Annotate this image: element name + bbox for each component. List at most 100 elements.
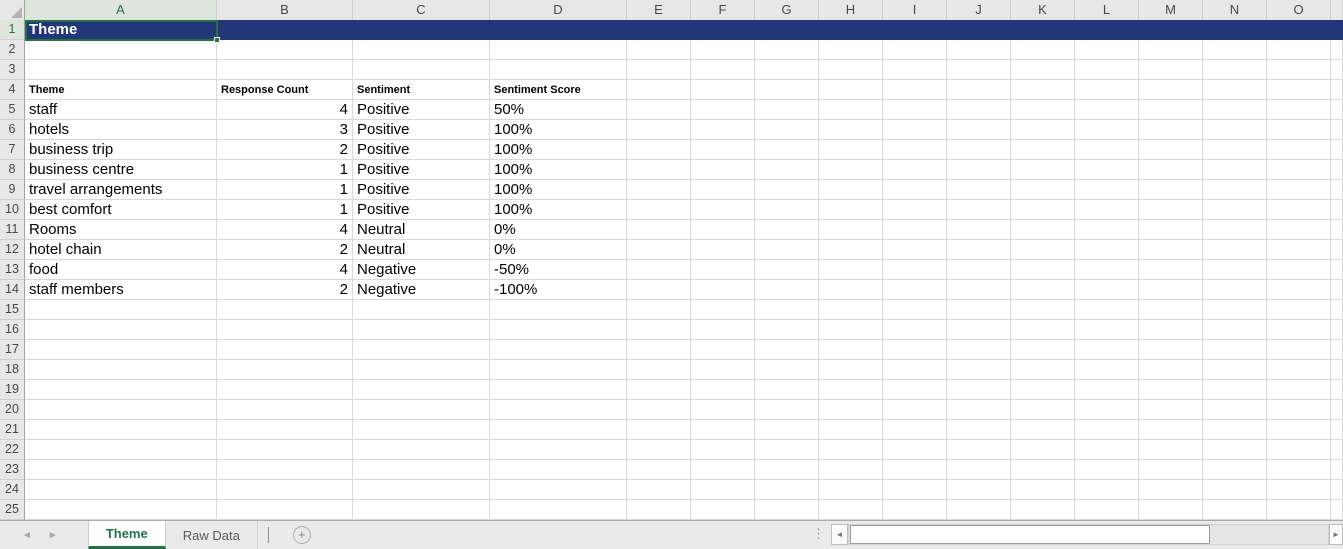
cell-E24[interactable] — [627, 480, 691, 500]
cell-F23[interactable] — [691, 460, 755, 480]
cell-K12[interactable] — [1011, 240, 1075, 260]
cell-L19[interactable] — [1075, 380, 1139, 400]
cell-C10[interactable]: Positive — [353, 200, 490, 220]
cell-C2[interactable] — [353, 40, 490, 60]
cell-O12[interactable] — [1267, 240, 1331, 260]
cell-P8[interactable] — [1331, 160, 1343, 180]
cell-D19[interactable] — [490, 380, 627, 400]
cell-P4[interactable] — [1331, 80, 1343, 100]
row-header-25[interactable]: 25 — [0, 500, 25, 520]
cell-J15[interactable] — [947, 300, 1011, 320]
cell-M24[interactable] — [1139, 480, 1203, 500]
cell-M1[interactable] — [1139, 20, 1203, 40]
cell-B11[interactable]: 4 — [217, 220, 353, 240]
cell-A11[interactable]: Rooms — [25, 220, 217, 240]
column-header-O[interactable]: O — [1267, 0, 1331, 20]
cell-E13[interactable] — [627, 260, 691, 280]
cell-F19[interactable] — [691, 380, 755, 400]
cell-M4[interactable] — [1139, 80, 1203, 100]
cell-G10[interactable] — [755, 200, 819, 220]
cell-J14[interactable] — [947, 280, 1011, 300]
cell-K1[interactable] — [1011, 20, 1075, 40]
cell-C4[interactable]: Sentiment — [353, 80, 490, 100]
cell-G20[interactable] — [755, 400, 819, 420]
cell-G14[interactable] — [755, 280, 819, 300]
cell-E4[interactable] — [627, 80, 691, 100]
cell-I23[interactable] — [883, 460, 947, 480]
cell-N12[interactable] — [1203, 240, 1267, 260]
cell-B6[interactable]: 3 — [217, 120, 353, 140]
cell-E1[interactable] — [627, 20, 691, 40]
cell-E8[interactable] — [627, 160, 691, 180]
cell-F2[interactable] — [691, 40, 755, 60]
cell-H14[interactable] — [819, 280, 883, 300]
cell-N9[interactable] — [1203, 180, 1267, 200]
cell-J6[interactable] — [947, 120, 1011, 140]
cell-G17[interactable] — [755, 340, 819, 360]
cell-A22[interactable] — [25, 440, 217, 460]
cell-B12[interactable]: 2 — [217, 240, 353, 260]
cell-M13[interactable] — [1139, 260, 1203, 280]
cell-J4[interactable] — [947, 80, 1011, 100]
cell-J16[interactable] — [947, 320, 1011, 340]
row-header-24[interactable]: 24 — [0, 480, 25, 500]
cell-F5[interactable] — [691, 100, 755, 120]
column-header-E[interactable]: E — [627, 0, 691, 20]
cell-J7[interactable] — [947, 140, 1011, 160]
cell-F17[interactable] — [691, 340, 755, 360]
cell-L15[interactable] — [1075, 300, 1139, 320]
cell-C12[interactable]: Neutral — [353, 240, 490, 260]
cell-G25[interactable] — [755, 500, 819, 520]
cell-L1[interactable] — [1075, 20, 1139, 40]
cell-J9[interactable] — [947, 180, 1011, 200]
cell-I16[interactable] — [883, 320, 947, 340]
cell-N15[interactable] — [1203, 300, 1267, 320]
cell-I10[interactable] — [883, 200, 947, 220]
cell-H18[interactable] — [819, 360, 883, 380]
cell-M14[interactable] — [1139, 280, 1203, 300]
cell-K21[interactable] — [1011, 420, 1075, 440]
cell-B25[interactable] — [217, 500, 353, 520]
cell-P17[interactable] — [1331, 340, 1343, 360]
cell-I24[interactable] — [883, 480, 947, 500]
cell-M19[interactable] — [1139, 380, 1203, 400]
cell-H11[interactable] — [819, 220, 883, 240]
cell-L7[interactable] — [1075, 140, 1139, 160]
row-header-5[interactable]: 5 — [0, 100, 25, 120]
cell-C13[interactable]: Negative — [353, 260, 490, 280]
row-header-19[interactable]: 19 — [0, 380, 25, 400]
row-header-3[interactable]: 3 — [0, 60, 25, 80]
cell-D10[interactable]: 100% — [490, 200, 627, 220]
cell-H16[interactable] — [819, 320, 883, 340]
cell-P11[interactable] — [1331, 220, 1343, 240]
cell-D7[interactable]: 100% — [490, 140, 627, 160]
cell-G12[interactable] — [755, 240, 819, 260]
cell-N19[interactable] — [1203, 380, 1267, 400]
cell-N20[interactable] — [1203, 400, 1267, 420]
cell-E5[interactable] — [627, 100, 691, 120]
cell-M2[interactable] — [1139, 40, 1203, 60]
cell-O18[interactable] — [1267, 360, 1331, 380]
cell-C16[interactable] — [353, 320, 490, 340]
cell-L24[interactable] — [1075, 480, 1139, 500]
cell-O2[interactable] — [1267, 40, 1331, 60]
cell-J25[interactable] — [947, 500, 1011, 520]
cell-D20[interactable] — [490, 400, 627, 420]
cell-A17[interactable] — [25, 340, 217, 360]
cell-B4[interactable]: Response Count — [217, 80, 353, 100]
cell-A15[interactable] — [25, 300, 217, 320]
cell-H4[interactable] — [819, 80, 883, 100]
cell-M23[interactable] — [1139, 460, 1203, 480]
cell-H3[interactable] — [819, 60, 883, 80]
sheet-tab-theme[interactable]: Theme — [87, 521, 166, 549]
cell-E11[interactable] — [627, 220, 691, 240]
scroll-left-icon[interactable]: ◄ — [831, 524, 848, 545]
cell-N1[interactable] — [1203, 20, 1267, 40]
column-header-L[interactable]: L — [1075, 0, 1139, 20]
cell-F24[interactable] — [691, 480, 755, 500]
cell-H6[interactable] — [819, 120, 883, 140]
cell-I21[interactable] — [883, 420, 947, 440]
cell-L16[interactable] — [1075, 320, 1139, 340]
cell-B22[interactable] — [217, 440, 353, 460]
cell-D1[interactable] — [490, 20, 627, 40]
